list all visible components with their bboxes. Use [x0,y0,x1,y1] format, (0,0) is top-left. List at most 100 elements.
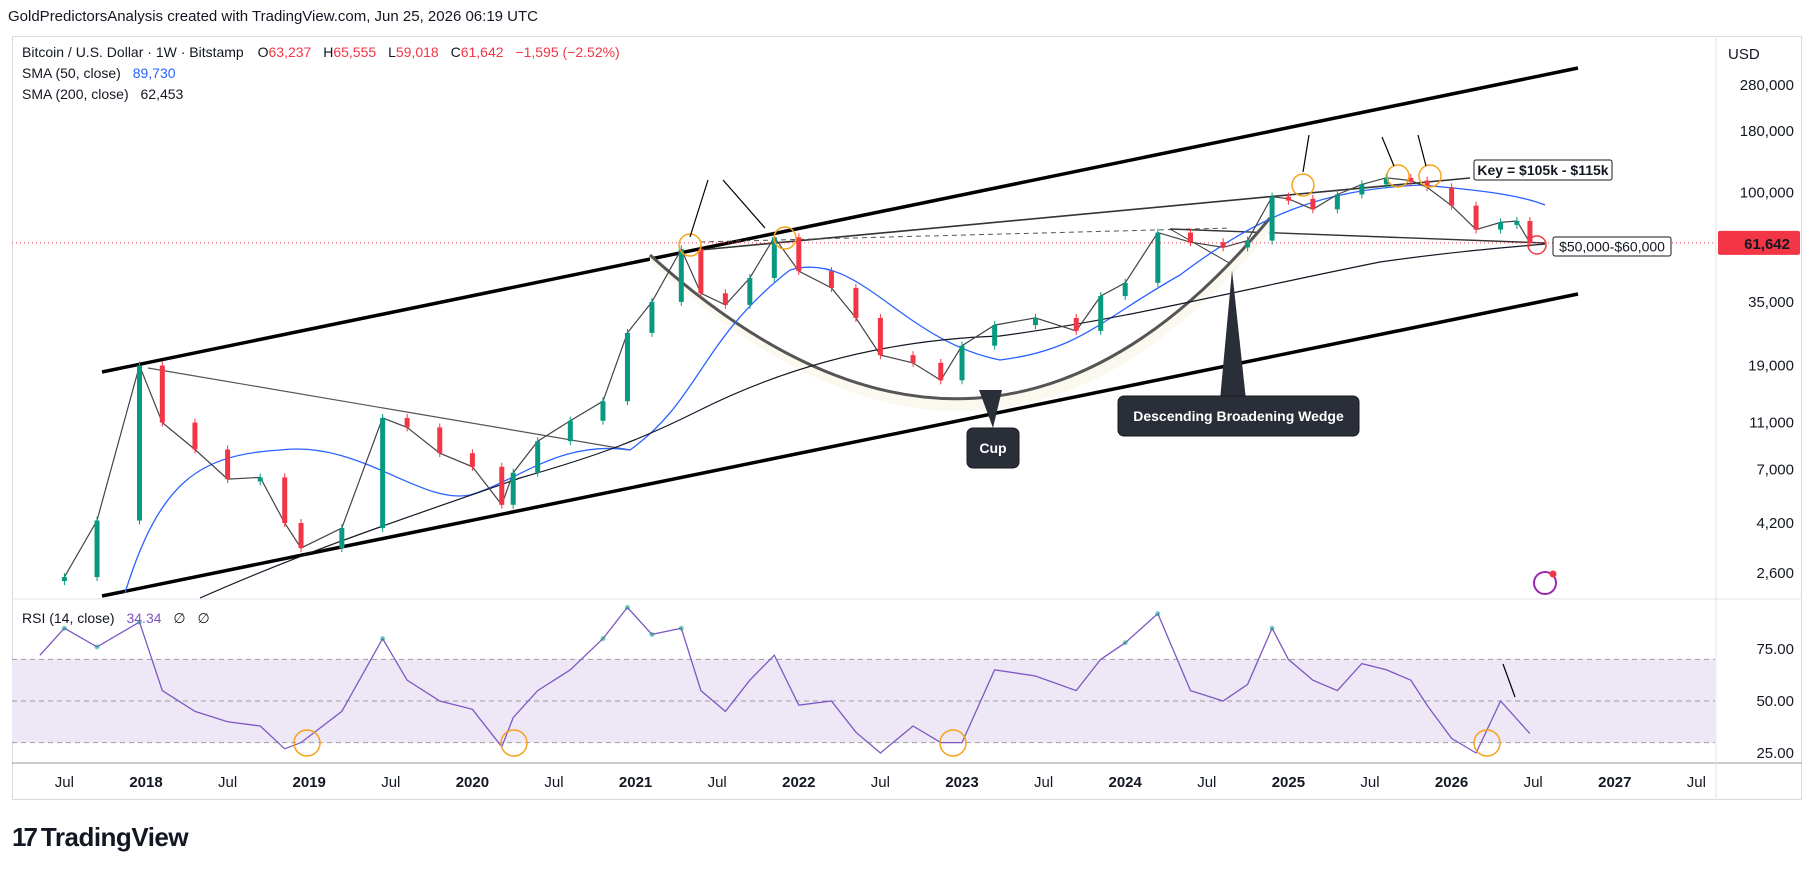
key-zone-label-label: Key = $105k - $115k [1477,162,1608,178]
legend-open-label: O [257,44,269,60]
cup-label-box [966,427,1020,469]
rsi-label: RSI (14, close) [22,610,115,626]
legend-high-label: H [323,44,334,60]
price-tick-label: 100,000 [1740,184,1794,201]
price-candle [339,528,345,549]
price-candle [992,325,998,346]
upper-channel-line [101,66,1579,374]
wedge-left-line [1169,228,1239,269]
price-candle [678,249,684,302]
price-candle [1383,177,1389,185]
price-tick-label: 280,000 [1740,77,1794,94]
price-candle [1032,317,1038,326]
price-candle [828,271,834,288]
price-tick-label: 2,600 [1756,565,1794,582]
rsi-overbought-mark [600,636,606,642]
rsi-overbought-mark [1122,640,1128,646]
neckline-dashed [699,227,1231,243]
price-candle [61,577,67,582]
key-zone-label-box [1473,159,1613,181]
price-candle [1514,220,1520,225]
rsi-overbought-mark [1269,625,1275,631]
price-candle [1098,296,1104,331]
price-candle [1527,220,1533,243]
lower-channel-line [101,292,1579,598]
cup-fill [650,218,1270,412]
price-tick-label: 11,000 [1749,415,1794,432]
time-tick-label: 2018 [129,774,162,791]
highlight-circle [1291,173,1315,197]
legend-close: 61,642 [460,44,504,60]
highlight-circle [1418,164,1442,188]
tradingview-mark-icon: 17 [12,822,38,852]
sma200-label: SMA (200, close) [22,86,129,102]
rsi-tick-label: 25.00 [1756,745,1794,762]
tradingview-logo[interactable]: 17 TradingView [12,822,189,853]
legend-low: 59,018 [395,44,439,60]
sma50-value: 89,730 [132,65,176,81]
price-candle [1220,242,1226,248]
rsi-highlight-circle [1473,729,1501,757]
price-candle [1473,205,1479,230]
price-candle [1334,194,1340,210]
price-candle [1498,222,1504,230]
price-candle [1073,317,1079,331]
price-tick-label: 7,000 [1756,462,1794,479]
price-candle [437,427,443,454]
currency-label: USD [1728,46,1760,63]
sparkle-icon [1533,570,1557,595]
time-tick-label: 2019 [293,774,326,791]
price-candle [1122,282,1128,297]
time-tick-label: Jul [1034,774,1053,791]
price-candle [796,237,802,272]
rsi-highlight-circle [939,729,967,757]
price-candle [159,365,165,423]
key-zone-label: Key = $105k - $115k [1473,159,1613,181]
price-tick-label: 180,000 [1740,123,1794,140]
rsi-extra-1: ∅ [173,610,186,626]
time-tick-label: Jul [1197,774,1216,791]
legend-high: 65,555 [333,44,377,60]
annotation-arrow [1381,136,1395,167]
last-price-tag [1718,230,1800,255]
price-candle [404,417,410,428]
price-candle [624,332,630,402]
price-candle [1155,232,1161,283]
price-candle [469,453,475,467]
last-price-tag-label: 61,642 [1744,236,1790,253]
time-tick-label: 2022 [782,774,815,791]
rsi-highlight-circle [293,729,321,757]
price-candle [853,287,859,318]
sma50-line [124,184,1546,594]
time-tick-label: Jul [708,774,727,791]
price-candle [1269,196,1275,241]
price-candle [535,441,541,473]
rsi-overbought-mark [94,644,100,650]
rsi-value: 34.34 [126,610,162,626]
annotation-arrow [1502,663,1516,698]
support-zone-label: $50,000-$60,000 [1552,236,1672,257]
rsi-tick-label: 50.00 [1756,693,1794,710]
cup-label: Cup [966,427,1020,469]
annotation-arrow [689,179,709,238]
price-candle [698,249,704,294]
rsi-tick-label: 75.00 [1756,641,1794,658]
legend-change: −1,595 (−2.52%) [515,44,620,60]
price-candle [380,417,386,529]
time-tick-label: Jul [871,774,890,791]
sma200-value: 62,453 [140,86,184,102]
current-price-circle [1527,235,1547,255]
time-tick-label: Jul [544,774,563,791]
price-candle [225,449,231,480]
rsi-overbought-mark [136,619,142,625]
highlight-circle [773,226,797,250]
price-tick-label: 4,200 [1756,515,1794,532]
price-candle [959,345,965,381]
time-tick-label: Jul [1687,774,1706,791]
chart-frame [12,36,1802,800]
wedge-label-label: Descending Broadening Wedge [1133,408,1344,424]
rsi-overbought-mark [678,625,684,631]
support-zone-label-box [1552,236,1672,257]
wedge-label: Descending Broadening Wedge [1117,395,1360,437]
